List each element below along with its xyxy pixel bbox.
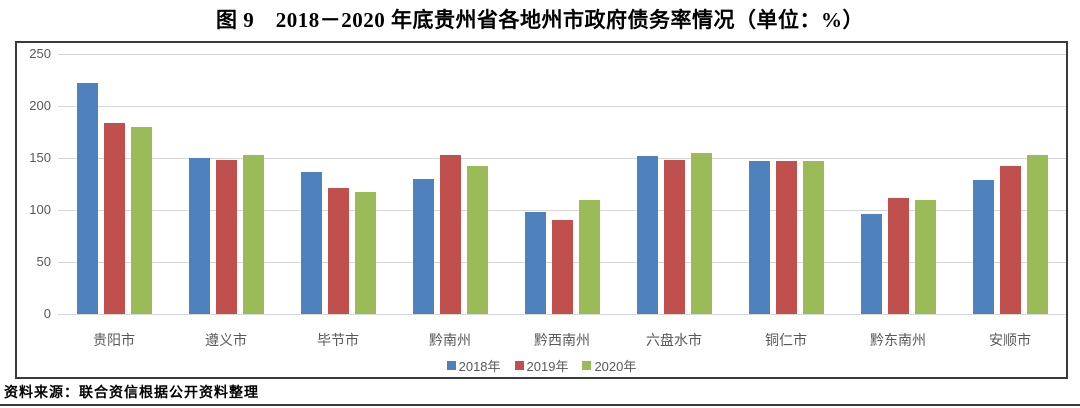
y-tick-label: 100: [29, 202, 51, 217]
legend: 2018年 2019年 2020年: [17, 356, 1066, 375]
bar-group-黔东南州: [842, 54, 954, 314]
legend-swatch-icon: [514, 361, 524, 370]
bar-group-黔西南州: [506, 54, 618, 314]
bottom-divider: [0, 404, 1080, 406]
legend-item-2019年: 2019年: [514, 356, 569, 375]
bar-2020年-六盘水市: [690, 152, 712, 314]
y-tick-label: 0: [43, 306, 51, 321]
bar-group-贵阳市: [58, 54, 170, 314]
x-axis-labels: 贵阳市 遵义市 毕节市 黔南州 黔西南州 六盘水市 铜仁市 黔东南州 安顺市: [58, 330, 1066, 350]
bar-2020年-安顺市: [1026, 154, 1048, 314]
chart-title: 图 9 2018－2020 年底贵州省各地州市政府债务率情况（单位：%）: [216, 8, 864, 32]
bar-2019年-六盘水市: [663, 160, 685, 314]
bar-2018年-遵义市: [188, 158, 210, 314]
gridline: [58, 313, 1066, 315]
x-axis-label-黔南州: 黔南州: [429, 332, 471, 348]
bar-2019年-毕节市: [327, 188, 349, 314]
x-axis-label-铜仁市: 铜仁市: [765, 332, 807, 348]
bar-2018年-安顺市: [972, 179, 994, 314]
bar-group-铜仁市: [730, 54, 842, 314]
gridline: [58, 209, 1066, 211]
y-tick-label: 250: [29, 46, 51, 61]
legend-item-2020年: 2020年: [582, 356, 636, 375]
bar-2018年-毕节市: [300, 171, 322, 314]
bar-2020年-铜仁市: [802, 161, 824, 314]
gridline: [58, 105, 1066, 107]
bar-group-安顺市: [954, 54, 1066, 314]
bar-2018年-贵阳市: [76, 83, 98, 314]
chart-frame: 0 50 100 150 200 250 贵阳市 遵义市 毕节市 黔南州 黔西南州 六盘水市 铜仁市 黔…: [15, 41, 1068, 379]
bar-2019年-铜仁市: [775, 161, 797, 314]
legend-swatch-icon: [582, 361, 592, 370]
bar-2018年-六盘水市: [636, 155, 658, 314]
x-axis-label-黔西南州: 黔西南州: [534, 332, 590, 348]
legend-label: 2018年: [458, 359, 501, 374]
bar-group-遵义市: [170, 54, 282, 314]
bar-2020年-黔南州: [466, 166, 488, 314]
bar-2019年-黔东南州: [887, 197, 909, 314]
x-axis-label-贵阳市: 贵阳市: [93, 332, 135, 348]
bar-2020年-毕节市: [354, 192, 376, 314]
bar-2018年-黔西南州: [524, 212, 546, 314]
gridline: [58, 157, 1066, 159]
y-tick-label: 200: [29, 98, 51, 113]
x-axis-label-黔东南州: 黔东南州: [870, 332, 926, 348]
bar-group-毕节市: [282, 54, 394, 314]
y-tick-label: 50: [36, 254, 51, 269]
bar-group-六盘水市: [618, 54, 730, 314]
bars-row: [58, 54, 1066, 314]
bar-2018年-黔东南州: [860, 214, 882, 314]
legend-label: 2019年: [526, 359, 569, 374]
bar-2019年-遵义市: [215, 160, 237, 314]
bar-2020年-贵阳市: [130, 126, 152, 314]
x-axis-label-遵义市: 遵义市: [205, 332, 247, 348]
legend-swatch-icon: [446, 361, 456, 370]
legend-item-2018年: 2018年: [446, 356, 501, 375]
bar-2019年-黔西南州: [551, 220, 573, 314]
x-axis-label-安顺市: 安顺市: [989, 332, 1031, 348]
bar-2019年-贵阳市: [103, 122, 125, 314]
x-axis-label-毕节市: 毕节市: [317, 332, 359, 348]
bar-2020年-遵义市: [242, 154, 264, 314]
bar-2020年-黔东南州: [914, 199, 936, 314]
legend-label: 2020年: [594, 359, 637, 374]
x-axis-label-六盘水市: 六盘水市: [646, 332, 702, 348]
y-axis: 0 50 100 150 200 250: [19, 46, 53, 321]
gridline: [58, 53, 1066, 55]
source-note: 资料来源：联合资信根据公开资料整理: [4, 386, 259, 401]
bar-2019年-黔南州: [439, 154, 461, 314]
bar-2018年-铜仁市: [748, 161, 770, 314]
bar-2018年-黔南州: [412, 178, 434, 314]
bar-2019年-安顺市: [999, 166, 1021, 314]
bar-2020年-黔西南州: [578, 199, 600, 314]
bar-group-黔南州: [394, 54, 506, 314]
y-tick-label: 150: [29, 150, 51, 165]
plot-area: [58, 53, 1066, 315]
